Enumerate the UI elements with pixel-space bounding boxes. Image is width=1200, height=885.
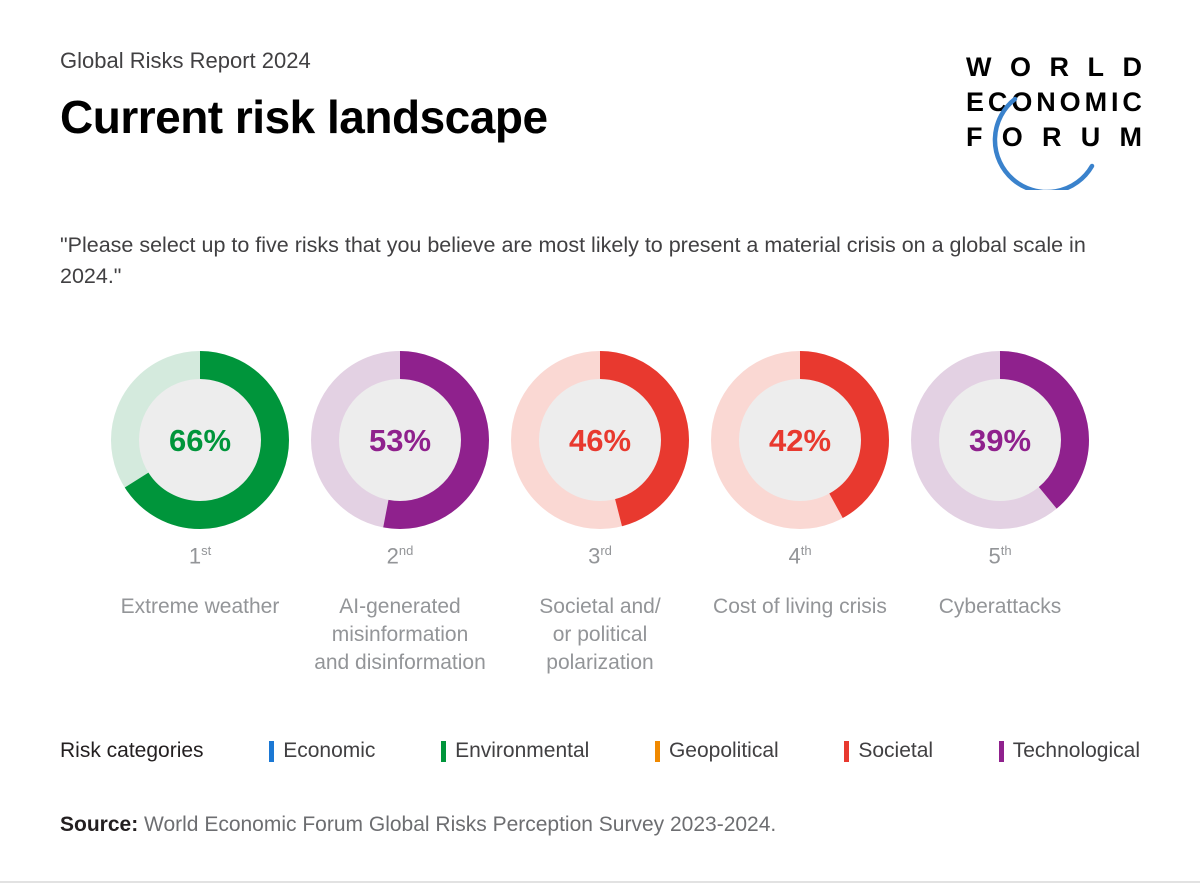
risk-donut-card: 46% 3rd Societal and/or political polarizat… [500, 349, 700, 677]
donut-value-arc [311, 351, 489, 530]
donut-percent-label: 39% [969, 423, 1031, 458]
legend-swatch-icon [654, 740, 660, 762]
risk-name: Cyberattacks [938, 595, 1062, 619]
donut-chart: 66% [111, 351, 289, 530]
donut-inner-disc [138, 378, 262, 503]
donut-inner-disc [938, 378, 1062, 503]
donut-value-arc [711, 351, 889, 530]
risk-name: Extreme weather [120, 595, 280, 619]
donut-inner-disc [538, 378, 662, 503]
source-prefix: Source: [60, 813, 139, 837]
risk-name: Cost of living crisis [713, 595, 887, 619]
legend-label: Societal [858, 739, 934, 763]
risk-name: Societal and/or political polarization [539, 595, 661, 675]
rank-label: 5th [988, 543, 1012, 569]
donut-value-arc [911, 351, 1089, 530]
bottom-divider [0, 881, 1200, 883]
donut-chart: 46% [511, 351, 689, 530]
legend-item-societal: Societal [844, 739, 933, 763]
legend-row: Risk categories Economic Environmental Geo… [60, 739, 1140, 763]
page-title: Current risk landscape [60, 91, 548, 143]
donut-row: 66% 1st Extreme weather 53% 2nd AI-generated m… [100, 349, 1100, 677]
donut-inner-disc [738, 378, 862, 503]
risk-donut-card: 66% 1st Extreme weather [100, 349, 300, 677]
rank-label: 1st [188, 543, 212, 569]
donut-percent-label: 66% [169, 423, 231, 458]
legend-item-environmental: Environmental [441, 739, 589, 763]
donut-chart: 42% [711, 351, 889, 530]
legend-title: Risk categories [60, 739, 204, 763]
donut-value-arc [111, 351, 289, 530]
risk-donut-card: 39% 5th Cyberattacks [900, 349, 1100, 677]
survey-question: "Please select up to five risks that you… [60, 233, 1086, 288]
rank-label: 4th [788, 543, 812, 569]
legend-label: Environmental [455, 739, 590, 763]
rank-label: 3rd [588, 543, 612, 569]
donut-percent-label: 46% [569, 423, 631, 458]
donut-inner-disc [338, 378, 462, 503]
donut-value-arc [511, 351, 689, 530]
legend-swatch-icon [441, 740, 447, 762]
legend-swatch-icon [269, 740, 275, 762]
legend-swatch-icon [844, 740, 850, 762]
source-text: World Economic Forum Global Risks Percep… [138, 813, 777, 837]
legend-item-economic: Economic [269, 739, 375, 763]
risk-donut-card: 53% 2nd AI-generated misinformation and disi… [300, 349, 500, 677]
donut-percent-label: 53% [369, 423, 431, 458]
legend-label: Economic [283, 739, 376, 763]
donut-chart: 53% [311, 351, 489, 530]
report-kicker: Global Risks Report 2024 [60, 48, 311, 73]
rank-label: 2nd [386, 543, 414, 569]
legend-item-technological: Technological [998, 739, 1140, 763]
legend-label: Geopolitical [668, 739, 779, 763]
legend-item-geopolitical: Geopolitical [654, 739, 779, 763]
donut-percent-label: 42% [769, 423, 831, 458]
legend-label: Technological [1012, 739, 1140, 763]
risk-donut-card: 42% 4th Cost of living crisis [700, 349, 900, 677]
risk-name: AI-generated misinformation and disinforma… [314, 595, 486, 675]
legend-swatch-icon [998, 740, 1004, 762]
donut-chart: 39% [911, 351, 1089, 530]
source-line: Source: World Economic Forum Global Risk… [60, 813, 1140, 837]
